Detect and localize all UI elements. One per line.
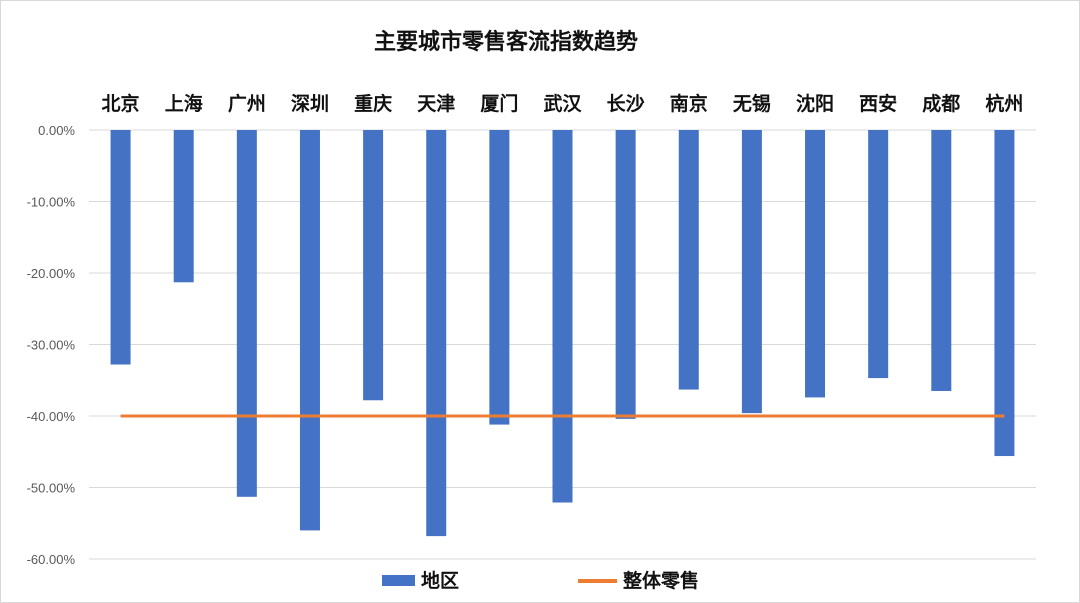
legend-swatch-bar [382, 575, 415, 586]
bar [931, 130, 952, 391]
y-tick-label: -50.00% [27, 481, 76, 496]
bar [678, 130, 699, 390]
category-label: 杭州 [985, 92, 1023, 115]
y-tick-label: -30.00% [27, 338, 76, 353]
category-label: 长沙 [607, 93, 645, 115]
y-tick-label: -40.00% [27, 409, 76, 424]
category-label: 广州 [228, 92, 266, 115]
category-label: 重庆 [354, 92, 392, 115]
category-label: 成都 [922, 92, 960, 115]
category-label: 武汉 [543, 93, 582, 115]
legend-label-line: 整体零售 [623, 569, 699, 592]
bar-series [110, 130, 1015, 537]
category-label: 北京 [102, 92, 140, 115]
y-axis-tick-labels: 0.00% -10.00% -20.00% -30.00% -40.00% -50.00%… [27, 123, 76, 567]
y-tick-label: 0.00% [38, 123, 75, 138]
bar [173, 130, 194, 283]
category-label: 无锡 [733, 92, 771, 115]
bar [741, 130, 762, 414]
bar [363, 130, 384, 401]
bar [615, 130, 636, 419]
bar [489, 130, 510, 425]
category-label: 上海 [165, 92, 203, 115]
category-label: 西安 [859, 92, 897, 115]
category-label: 沈阳 [796, 92, 834, 115]
legend-label-bar: 地区 [421, 569, 459, 592]
bar [236, 130, 257, 497]
bar [805, 130, 826, 398]
chart-title: 主要城市零售客流指数趋势 [374, 29, 638, 55]
y-tick-label: -60.00% [27, 552, 76, 567]
bar [110, 130, 131, 365]
bar [552, 130, 573, 503]
bar [299, 130, 320, 531]
bar [868, 130, 889, 379]
category-label: 天津 [417, 92, 455, 115]
category-label: 南京 [670, 92, 708, 115]
bar [426, 130, 447, 537]
y-tick-label: -20.00% [27, 266, 76, 281]
y-tick-label: -10.00% [27, 195, 76, 210]
category-labels: 北京 上海 广州 深圳 重庆 天津 厦门 武汉 长沙 南京 无锡 沈阳 西安 成都 杭州 [102, 92, 1024, 115]
category-label: 深圳 [291, 92, 329, 115]
category-label: 厦门 [480, 92, 518, 115]
bar [994, 130, 1015, 457]
legend: 地区 整体零售 [382, 569, 699, 592]
